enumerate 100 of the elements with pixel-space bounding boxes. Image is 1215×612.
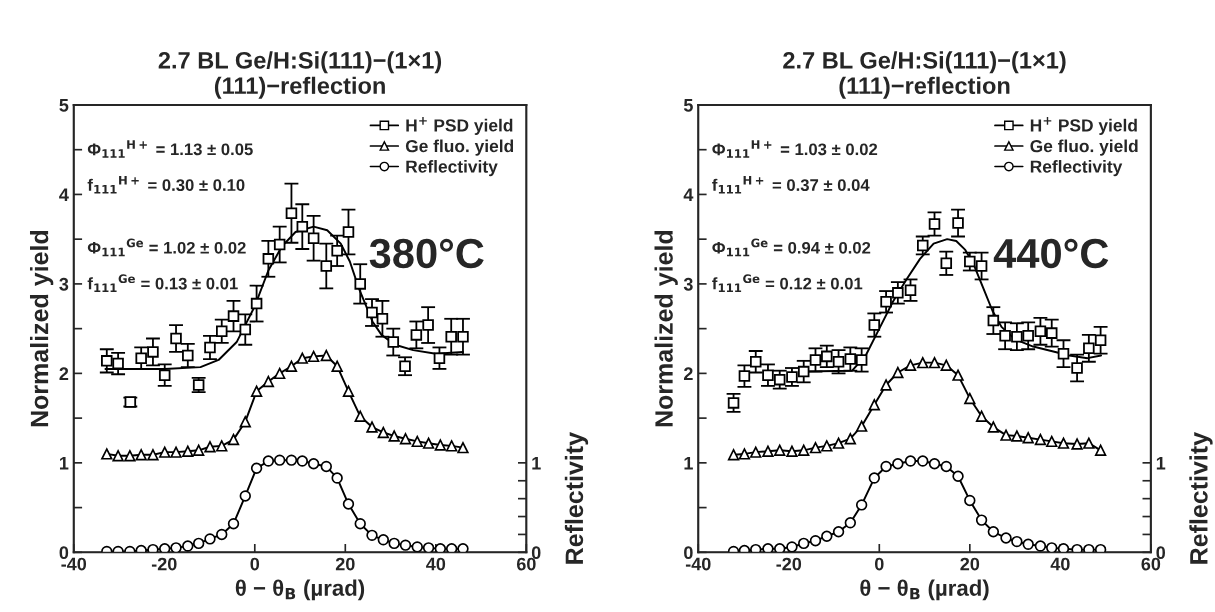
point	[354, 410, 366, 423]
point	[987, 421, 1000, 433]
point	[388, 537, 400, 550]
point	[952, 217, 964, 229]
annotation: f$_{111}$$^{Ge}$ = 0.12 ± 0.01	[712, 274, 863, 293]
point	[216, 440, 228, 452]
point	[285, 454, 298, 466]
point	[135, 352, 147, 364]
point	[250, 297, 263, 310]
y-tick-label: 2	[683, 367, 693, 380]
point	[1071, 438, 1083, 450]
y-tick-label: 4	[59, 188, 69, 201]
point	[1034, 433, 1047, 446]
point	[786, 541, 798, 553]
point	[868, 472, 881, 484]
annotation: Φ$_{111}$$^{H+}$ = 1.13 ± 0.05	[87, 140, 253, 158]
point	[1083, 543, 1095, 553]
x-axis-title: θ − θ$_{B}$ (µrad)	[860, 579, 989, 601]
point	[1094, 543, 1107, 553]
point	[192, 537, 205, 550]
point	[296, 455, 309, 467]
point	[216, 528, 228, 541]
annotation: 380°C	[369, 238, 484, 269]
point	[320, 460, 332, 473]
point	[964, 494, 976, 507]
annotation: f$_{111}$$^{Ge}$ = 0.13 ± 0.01	[87, 274, 238, 293]
point	[904, 359, 917, 372]
y2-tick-label: 0	[1156, 546, 1166, 560]
point	[320, 349, 332, 362]
point	[1011, 330, 1023, 343]
annotation: Φ$_{111}$$^{Ge}$ = 1.02 ± 0.02	[87, 238, 246, 257]
point	[1071, 362, 1083, 374]
point	[366, 421, 378, 433]
point	[331, 472, 343, 484]
point	[399, 360, 411, 372]
point	[952, 470, 964, 482]
legend-label: Reflectivity	[1030, 160, 1123, 177]
point	[821, 350, 833, 363]
point	[975, 514, 988, 526]
point	[1083, 342, 1095, 355]
point	[376, 313, 389, 325]
point	[101, 448, 113, 460]
point	[1000, 429, 1012, 441]
point	[880, 460, 892, 473]
point	[135, 449, 147, 461]
point	[880, 296, 892, 308]
point	[457, 330, 469, 343]
point	[940, 257, 953, 270]
point	[892, 366, 904, 379]
point	[964, 392, 976, 405]
y2-tick-label: 1	[532, 456, 541, 470]
point	[987, 526, 1000, 538]
point	[855, 420, 868, 432]
point	[975, 260, 988, 272]
point	[388, 430, 400, 442]
y2-axis-title: Reflectivity	[564, 432, 589, 564]
point	[135, 544, 147, 553]
y-tick-label: 0	[684, 546, 693, 560]
point	[928, 218, 941, 230]
point	[366, 306, 378, 319]
x-axis-title: θ − θ$_{B}$ (µrad)	[235, 579, 365, 601]
point	[411, 541, 423, 553]
point	[999, 330, 1011, 342]
y-tick-label: 4	[683, 188, 694, 201]
x-tick-label: 60	[516, 557, 536, 571]
point	[342, 498, 355, 510]
point	[750, 446, 762, 458]
point	[182, 540, 194, 552]
point	[320, 260, 333, 272]
point	[750, 543, 762, 553]
x-tick-label: 40	[426, 557, 446, 571]
point	[832, 437, 845, 449]
point	[773, 373, 786, 386]
point	[868, 399, 881, 411]
y-tick-label: 0	[59, 546, 69, 560]
point	[377, 426, 390, 439]
x-tick-label: 60	[1141, 557, 1161, 571]
point	[262, 375, 275, 388]
point	[273, 238, 286, 251]
point	[239, 323, 252, 336]
point	[1057, 543, 1070, 553]
point	[762, 369, 774, 381]
point	[1045, 327, 1058, 339]
legend-label: H$^{+}$ PSD yield	[1030, 117, 1137, 135]
point	[457, 441, 469, 454]
point	[1046, 435, 1058, 448]
point	[797, 365, 810, 378]
y-axis-title: Normalized yield	[654, 230, 678, 427]
point	[204, 341, 216, 354]
y2-axis-title: Reflectivity	[1189, 432, 1213, 564]
point	[227, 310, 240, 322]
x-tick-label: -20	[776, 557, 802, 571]
point	[273, 454, 286, 466]
point	[354, 518, 366, 530]
point	[307, 458, 320, 470]
point	[112, 450, 124, 462]
point	[433, 352, 446, 364]
point	[296, 352, 309, 364]
point	[844, 517, 857, 529]
point	[354, 278, 367, 290]
